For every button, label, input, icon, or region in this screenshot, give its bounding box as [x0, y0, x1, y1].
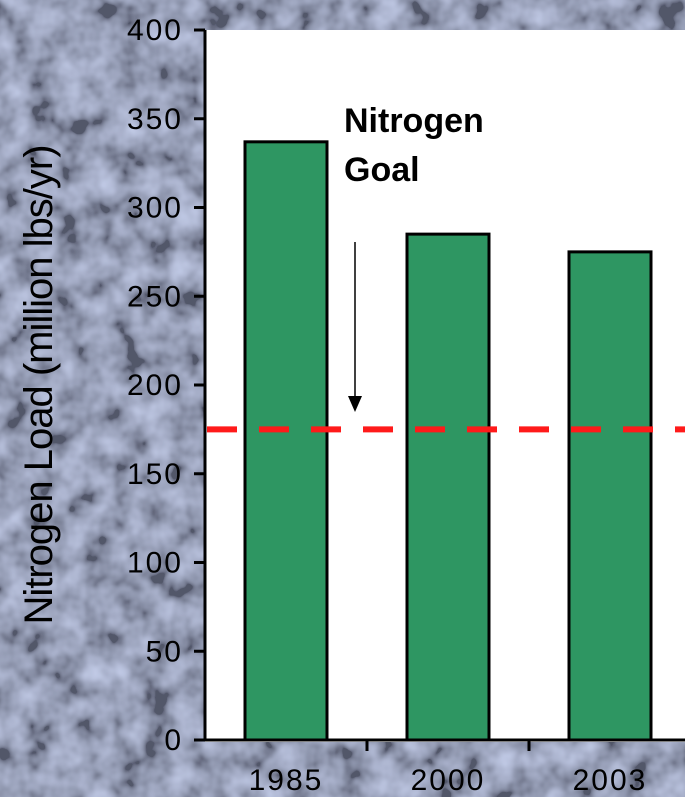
axis-labels: 0 50 100 150 200 250 300 350 400 1985 2000 2003: [127, 14, 648, 797]
y-tick-label-400: 400: [127, 14, 183, 47]
y-tick-label-300: 300: [127, 192, 183, 225]
bar-1985: [243, 140, 329, 742]
y-axis-label: Nitrogen Load (million lbs/yr): [17, 145, 61, 624]
goal-arrow-head: [348, 396, 362, 412]
goal-annotation-line1: Nitrogen: [344, 102, 484, 140]
y-tick-label-50: 50: [146, 635, 183, 668]
y-tick-label-200: 200: [127, 369, 183, 402]
goal-annotation-line2: Goal: [344, 151, 420, 189]
bar-2003: [567, 250, 653, 742]
y-tick-label-150: 150: [127, 458, 183, 491]
y-tick-label-100: 100: [127, 547, 183, 580]
bar-2000: [405, 232, 491, 742]
x-tick-label-1985: 1985: [249, 764, 324, 797]
y-tick-label-0: 0: [164, 724, 183, 757]
x-tick-label-2003: 2003: [573, 764, 648, 797]
y-tick-label-350: 350: [127, 103, 183, 136]
y-tick-label-250: 250: [127, 280, 183, 313]
axes: [194, 28, 685, 751]
x-tick-label-2000: 2000: [411, 764, 486, 797]
bars: [243, 140, 653, 742]
